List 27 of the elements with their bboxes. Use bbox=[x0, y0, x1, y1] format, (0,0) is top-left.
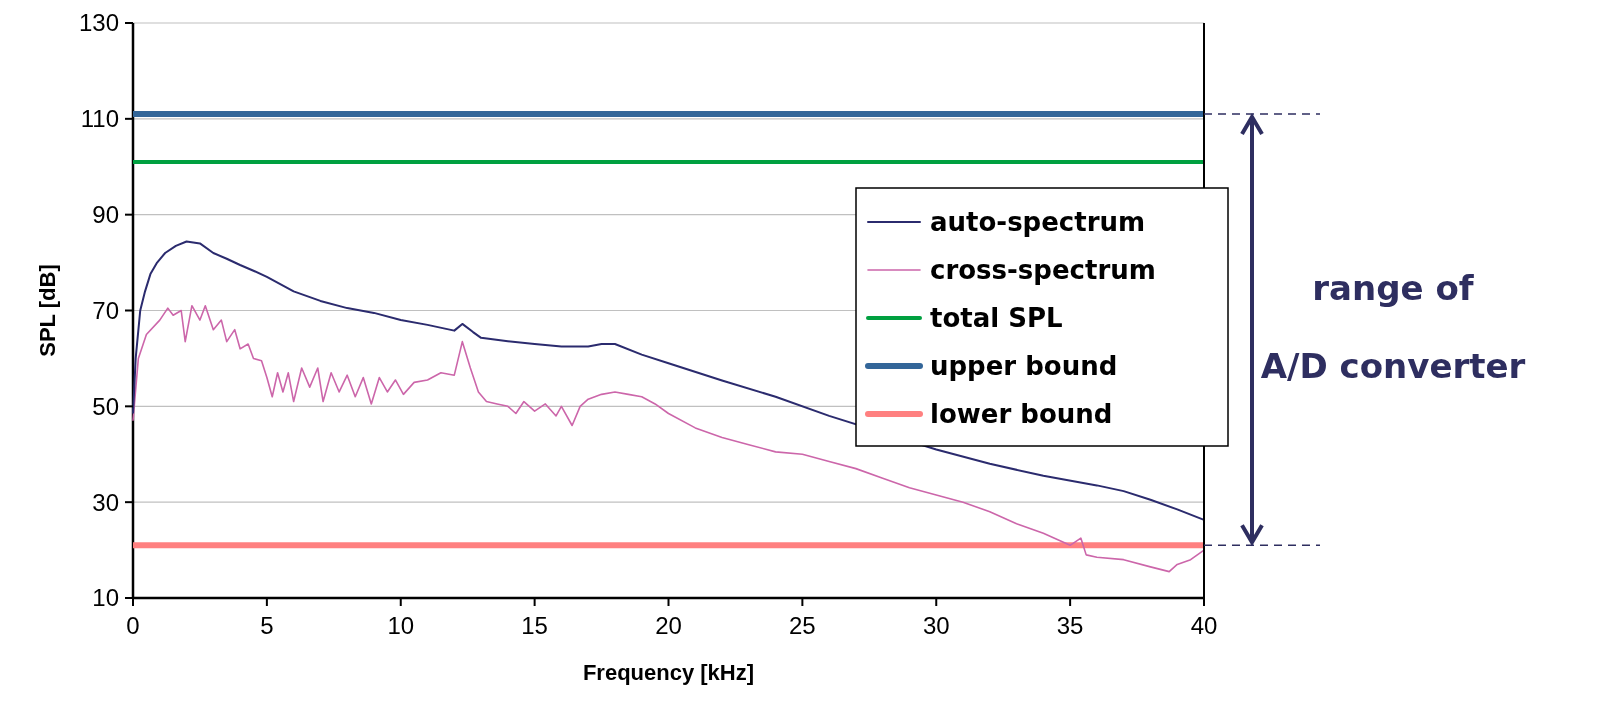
x-tick-label: 35 bbox=[1056, 612, 1084, 639]
line-series bbox=[132, 304, 1205, 573]
line-series bbox=[132, 240, 1205, 521]
x-tick-label: 5 bbox=[260, 612, 274, 639]
x-tick-label: 15 bbox=[521, 612, 548, 639]
legend-label: cross-spectrum bbox=[930, 255, 1156, 286]
legend-label: auto-spectrum bbox=[930, 207, 1146, 238]
legend-label: upper bound bbox=[930, 351, 1118, 382]
x-tick-label: 40 bbox=[1190, 612, 1218, 639]
x-axis-title: Frequency [kHz] bbox=[582, 660, 755, 685]
x-tick-label: 0 bbox=[126, 612, 140, 639]
y-tick-label: 30 bbox=[92, 488, 119, 516]
y-tick-label: 90 bbox=[92, 201, 119, 229]
x-tick-label: 30 bbox=[922, 612, 950, 639]
y-tick-label: 130 bbox=[78, 9, 119, 37]
x-tick-label: 20 bbox=[655, 612, 682, 639]
text: A/D converter bbox=[1260, 345, 1526, 386]
x-tick-label: 10 bbox=[387, 612, 415, 639]
y-tick-label: 50 bbox=[92, 392, 119, 420]
y-tick-label: 70 bbox=[92, 296, 119, 324]
x-tick-label: 25 bbox=[789, 612, 816, 639]
y-tick-label: 10 bbox=[92, 584, 119, 612]
y-axis-title: SPL [dB] bbox=[35, 264, 60, 357]
legend-label: total SPL bbox=[930, 303, 1063, 334]
legend-label: lower bound bbox=[930, 399, 1113, 430]
y-tick-label: 110 bbox=[80, 105, 119, 133]
text: range of bbox=[1312, 267, 1475, 308]
